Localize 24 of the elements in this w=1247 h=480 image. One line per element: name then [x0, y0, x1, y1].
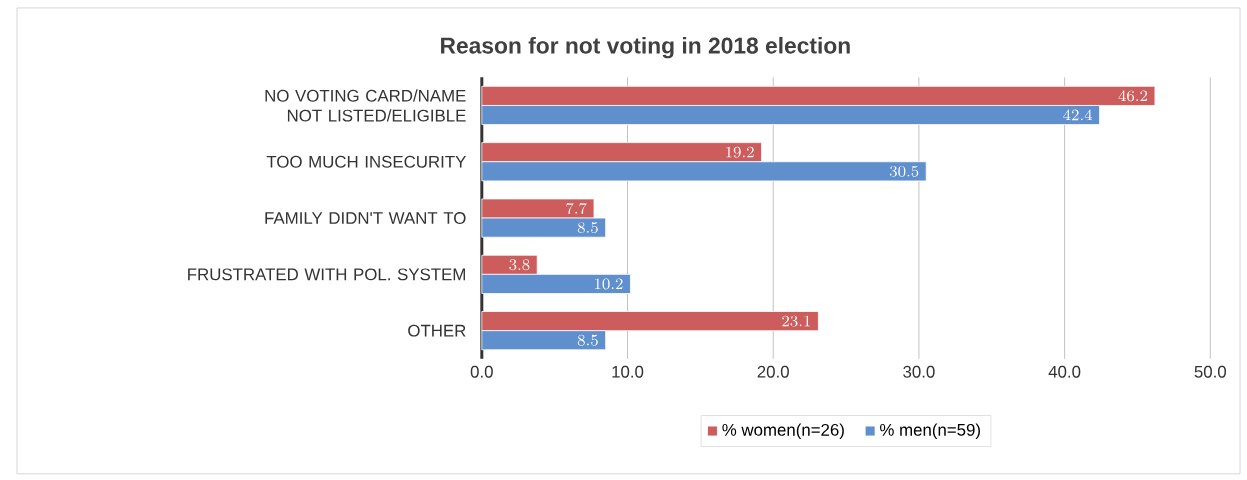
y-tick-label: OTHER — [408, 324, 466, 337]
legend-label: % women(n=26) — [722, 423, 844, 440]
y-tick-label: FAMILY DIDN'T WANT TO — [265, 212, 466, 225]
y-tick-label: TOO MUCH INSECURITY — [266, 155, 466, 168]
x-tick-label: 0.0 — [470, 365, 493, 378]
data-label: 19.2 — [726, 146, 754, 158]
x-tick-label: 10.0 — [612, 365, 644, 378]
data-label: 8.5 — [577, 222, 598, 234]
x-tick-label: 50.0 — [1194, 365, 1227, 378]
y-tick-label: NO VOTING CARD/NAME NOT LISTED/ELIGIBLE — [265, 89, 466, 122]
data-label: 10.2 — [595, 278, 623, 290]
legend-label: % men(n=59) — [880, 423, 980, 440]
data-label: 30.5 — [889, 166, 919, 177]
data-label: 7.7 — [566, 203, 587, 215]
data-label: 3.8 — [509, 259, 530, 271]
data-label: 23. 1 — [782, 315, 811, 327]
data-label: 8.5 — [577, 334, 598, 346]
x-tick-label: 40.0 — [1048, 365, 1081, 378]
data-label: 46.2 — [1118, 90, 1148, 102]
data-label: 42.4 — [1063, 109, 1093, 121]
y-tick-label: FRUSTRATED WITH POL. SYSTEM — [188, 268, 465, 281]
x-tick-label: 30.0 — [903, 365, 935, 378]
chart-title: Reason for not voting in 2018 election — [441, 37, 850, 59]
x-tick-label: 20.0 — [757, 365, 789, 378]
